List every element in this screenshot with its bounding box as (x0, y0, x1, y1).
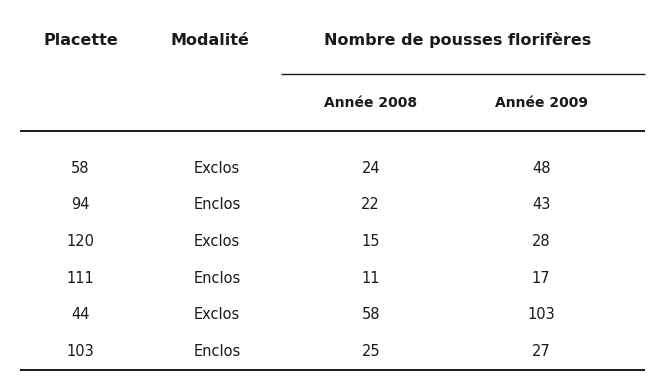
Text: 103: 103 (527, 307, 555, 322)
Text: 94: 94 (71, 197, 90, 213)
Text: 24: 24 (361, 161, 380, 176)
Text: 58: 58 (361, 307, 380, 322)
Text: Placette: Placette (43, 32, 118, 48)
Text: Exclos: Exclos (194, 234, 240, 249)
Text: Nombre de pousses florifères: Nombre de pousses florifères (324, 32, 591, 48)
Text: Modalité: Modalité (170, 32, 249, 48)
Text: 103: 103 (66, 344, 94, 359)
Text: 44: 44 (71, 307, 90, 322)
Text: Enclos: Enclos (194, 271, 240, 286)
Text: 17: 17 (532, 271, 550, 286)
Text: 15: 15 (361, 234, 380, 249)
Text: 25: 25 (361, 344, 380, 359)
Text: 58: 58 (71, 161, 90, 176)
Text: 120: 120 (66, 234, 94, 249)
Text: Année 2008: Année 2008 (324, 96, 418, 110)
Text: 43: 43 (532, 197, 550, 213)
Text: Année 2009: Année 2009 (494, 96, 588, 110)
Text: 11: 11 (361, 271, 380, 286)
Text: 111: 111 (66, 271, 94, 286)
Text: Exclos: Exclos (194, 161, 240, 176)
Text: 28: 28 (532, 234, 550, 249)
Text: Enclos: Enclos (194, 344, 240, 359)
Text: Exclos: Exclos (194, 307, 240, 322)
Text: Enclos: Enclos (194, 197, 240, 213)
Text: 22: 22 (361, 197, 380, 213)
Text: 48: 48 (532, 161, 550, 176)
Text: 27: 27 (532, 344, 550, 359)
